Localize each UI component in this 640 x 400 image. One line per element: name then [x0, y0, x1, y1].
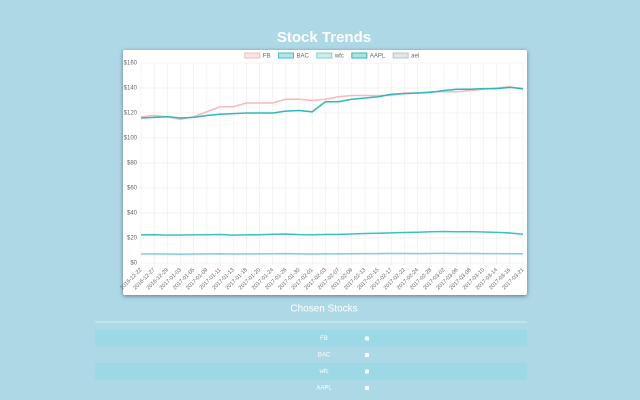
legend-label: FB	[263, 54, 271, 60]
delete-button[interactable]	[365, 336, 369, 341]
y-tick-label: $20	[127, 236, 138, 242]
legend-swatch	[316, 52, 333, 59]
y-tick-label: $40	[127, 211, 138, 217]
delete-button[interactable]	[365, 353, 369, 357]
y-tick-label: $60	[127, 186, 138, 192]
chart-card	[123, 50, 527, 295]
y-tick-label: $140	[124, 86, 138, 92]
legend-swatch	[277, 52, 294, 59]
page-title: Stock Trends	[277, 29, 371, 46]
legend-label: wfc	[334, 54, 344, 60]
y-tick-label: $120	[124, 111, 138, 117]
legend-swatch	[392, 52, 409, 59]
stock-list: FB BAC wfc AAPL	[95, 330, 527, 392]
row-background	[95, 330, 527, 347]
y-tick-label: $80	[127, 161, 138, 167]
section-title: Chosen Stocks	[290, 304, 357, 315]
legend: FB BAC wfc AAPL ael	[244, 52, 419, 60]
delete-button[interactable]	[365, 369, 369, 374]
series-line	[140, 86, 524, 119]
legend-swatch	[351, 52, 368, 59]
series-line	[140, 252, 523, 255]
legend-label: BAC	[296, 54, 309, 60]
series-line	[140, 85, 524, 121]
row-background	[95, 363, 527, 380]
delete-button[interactable]	[365, 386, 369, 390]
y-tick-label: $100	[124, 136, 138, 142]
stock-name: BAC	[318, 353, 331, 359]
y-tick-label: $160	[124, 61, 138, 67]
y-tick-label: $0	[130, 261, 137, 267]
legend-label: ael	[411, 54, 419, 60]
series-line	[140, 230, 524, 236]
legend-label: AAPL	[370, 54, 386, 60]
stock-name: wfc	[319, 369, 329, 375]
legend-swatch	[244, 52, 261, 59]
stock-name: AAPL	[316, 386, 332, 392]
stock-name: FB	[320, 336, 328, 342]
